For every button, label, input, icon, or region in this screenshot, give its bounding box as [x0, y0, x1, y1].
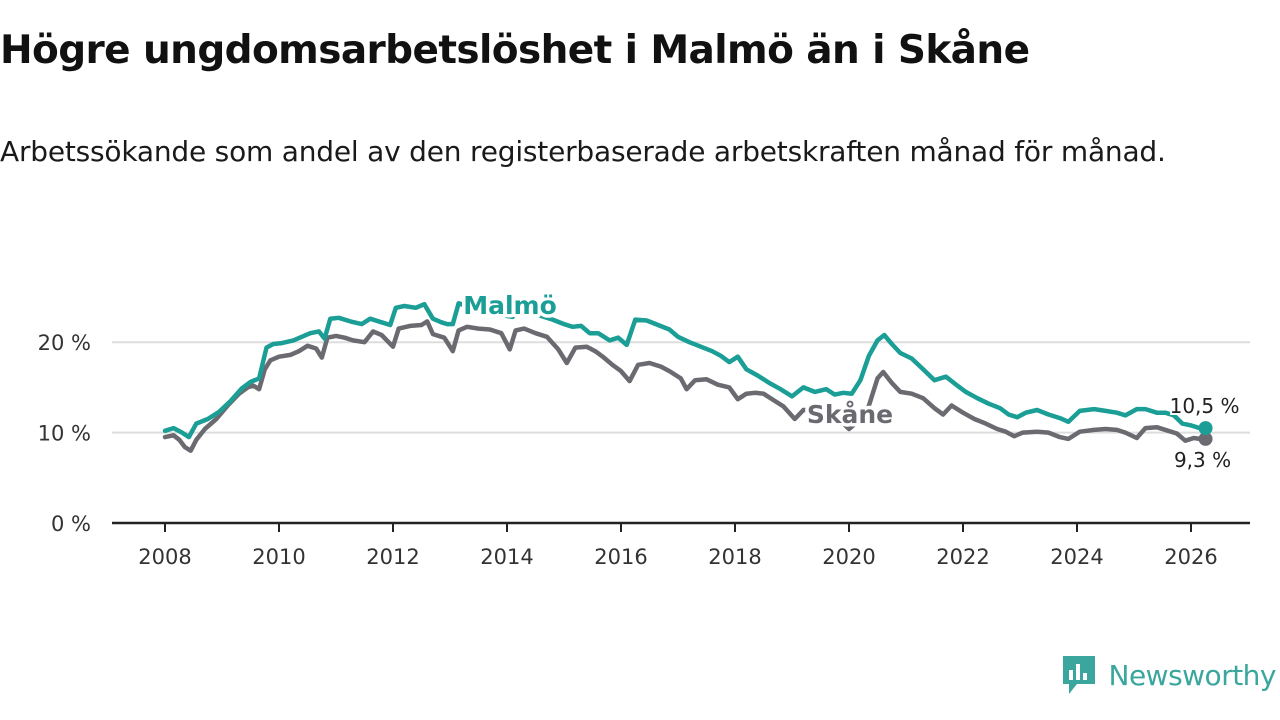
x-axis-ticks: 2008 2010 2012 2014 2016 2018 2020 2022 2024 2026: [138, 523, 1218, 569]
end-point-skane: [1198, 431, 1213, 446]
x-tick-label: 2020: [822, 545, 875, 569]
end-value-malmo: 10,5 %: [1170, 394, 1240, 418]
series-line-malmo: [162, 301, 1202, 440]
series-lines: [162, 301, 1202, 453]
x-tick-label: 2008: [138, 545, 191, 569]
x-tick-label: 2012: [366, 545, 419, 569]
line-chart: 0 % 10 % 20 % 2008 2010 2012 2014 2016 2018 2020…: [38, 288, 1250, 569]
end-markers: 10,5 % 9,3 %: [1168, 392, 1242, 474]
series-labels: Malmö Skåne: [460, 288, 897, 433]
x-tick-label: 2014: [480, 545, 533, 569]
gridlines: [112, 341, 1250, 525]
brand-logo: Newsworthy: [1061, 654, 1277, 696]
newsworthy-logo-icon: [1062, 656, 1095, 694]
x-tick-label: 2016: [594, 545, 647, 569]
y-tick-label: 20 %: [38, 331, 91, 355]
brand-name: Newsworthy: [1108, 658, 1277, 692]
series-label-malmo: Malmö: [463, 291, 557, 320]
chart-title: Högre ungdomsarbetslöshet i Malmö än i S…: [0, 28, 1030, 73]
x-tick-label: 2018: [708, 545, 761, 569]
y-tick-label: 10 %: [38, 422, 91, 446]
chart-subtitle: Arbetssökande som andel av den registerb…: [0, 135, 1166, 168]
y-tick-label: 0 %: [51, 512, 91, 536]
x-tick-label: 2026: [1164, 545, 1217, 569]
series-label-skane: Skåne: [807, 400, 893, 429]
end-value-skane: 9,3 %: [1174, 448, 1231, 472]
x-tick-label: 2010: [252, 545, 305, 569]
end-point-malmo: [1198, 421, 1213, 436]
series-line-skane: [162, 319, 1202, 453]
y-axis-ticks: 0 % 10 % 20 %: [38, 331, 91, 536]
x-tick-label: 2022: [936, 545, 989, 569]
x-tick-label: 2024: [1050, 545, 1103, 569]
